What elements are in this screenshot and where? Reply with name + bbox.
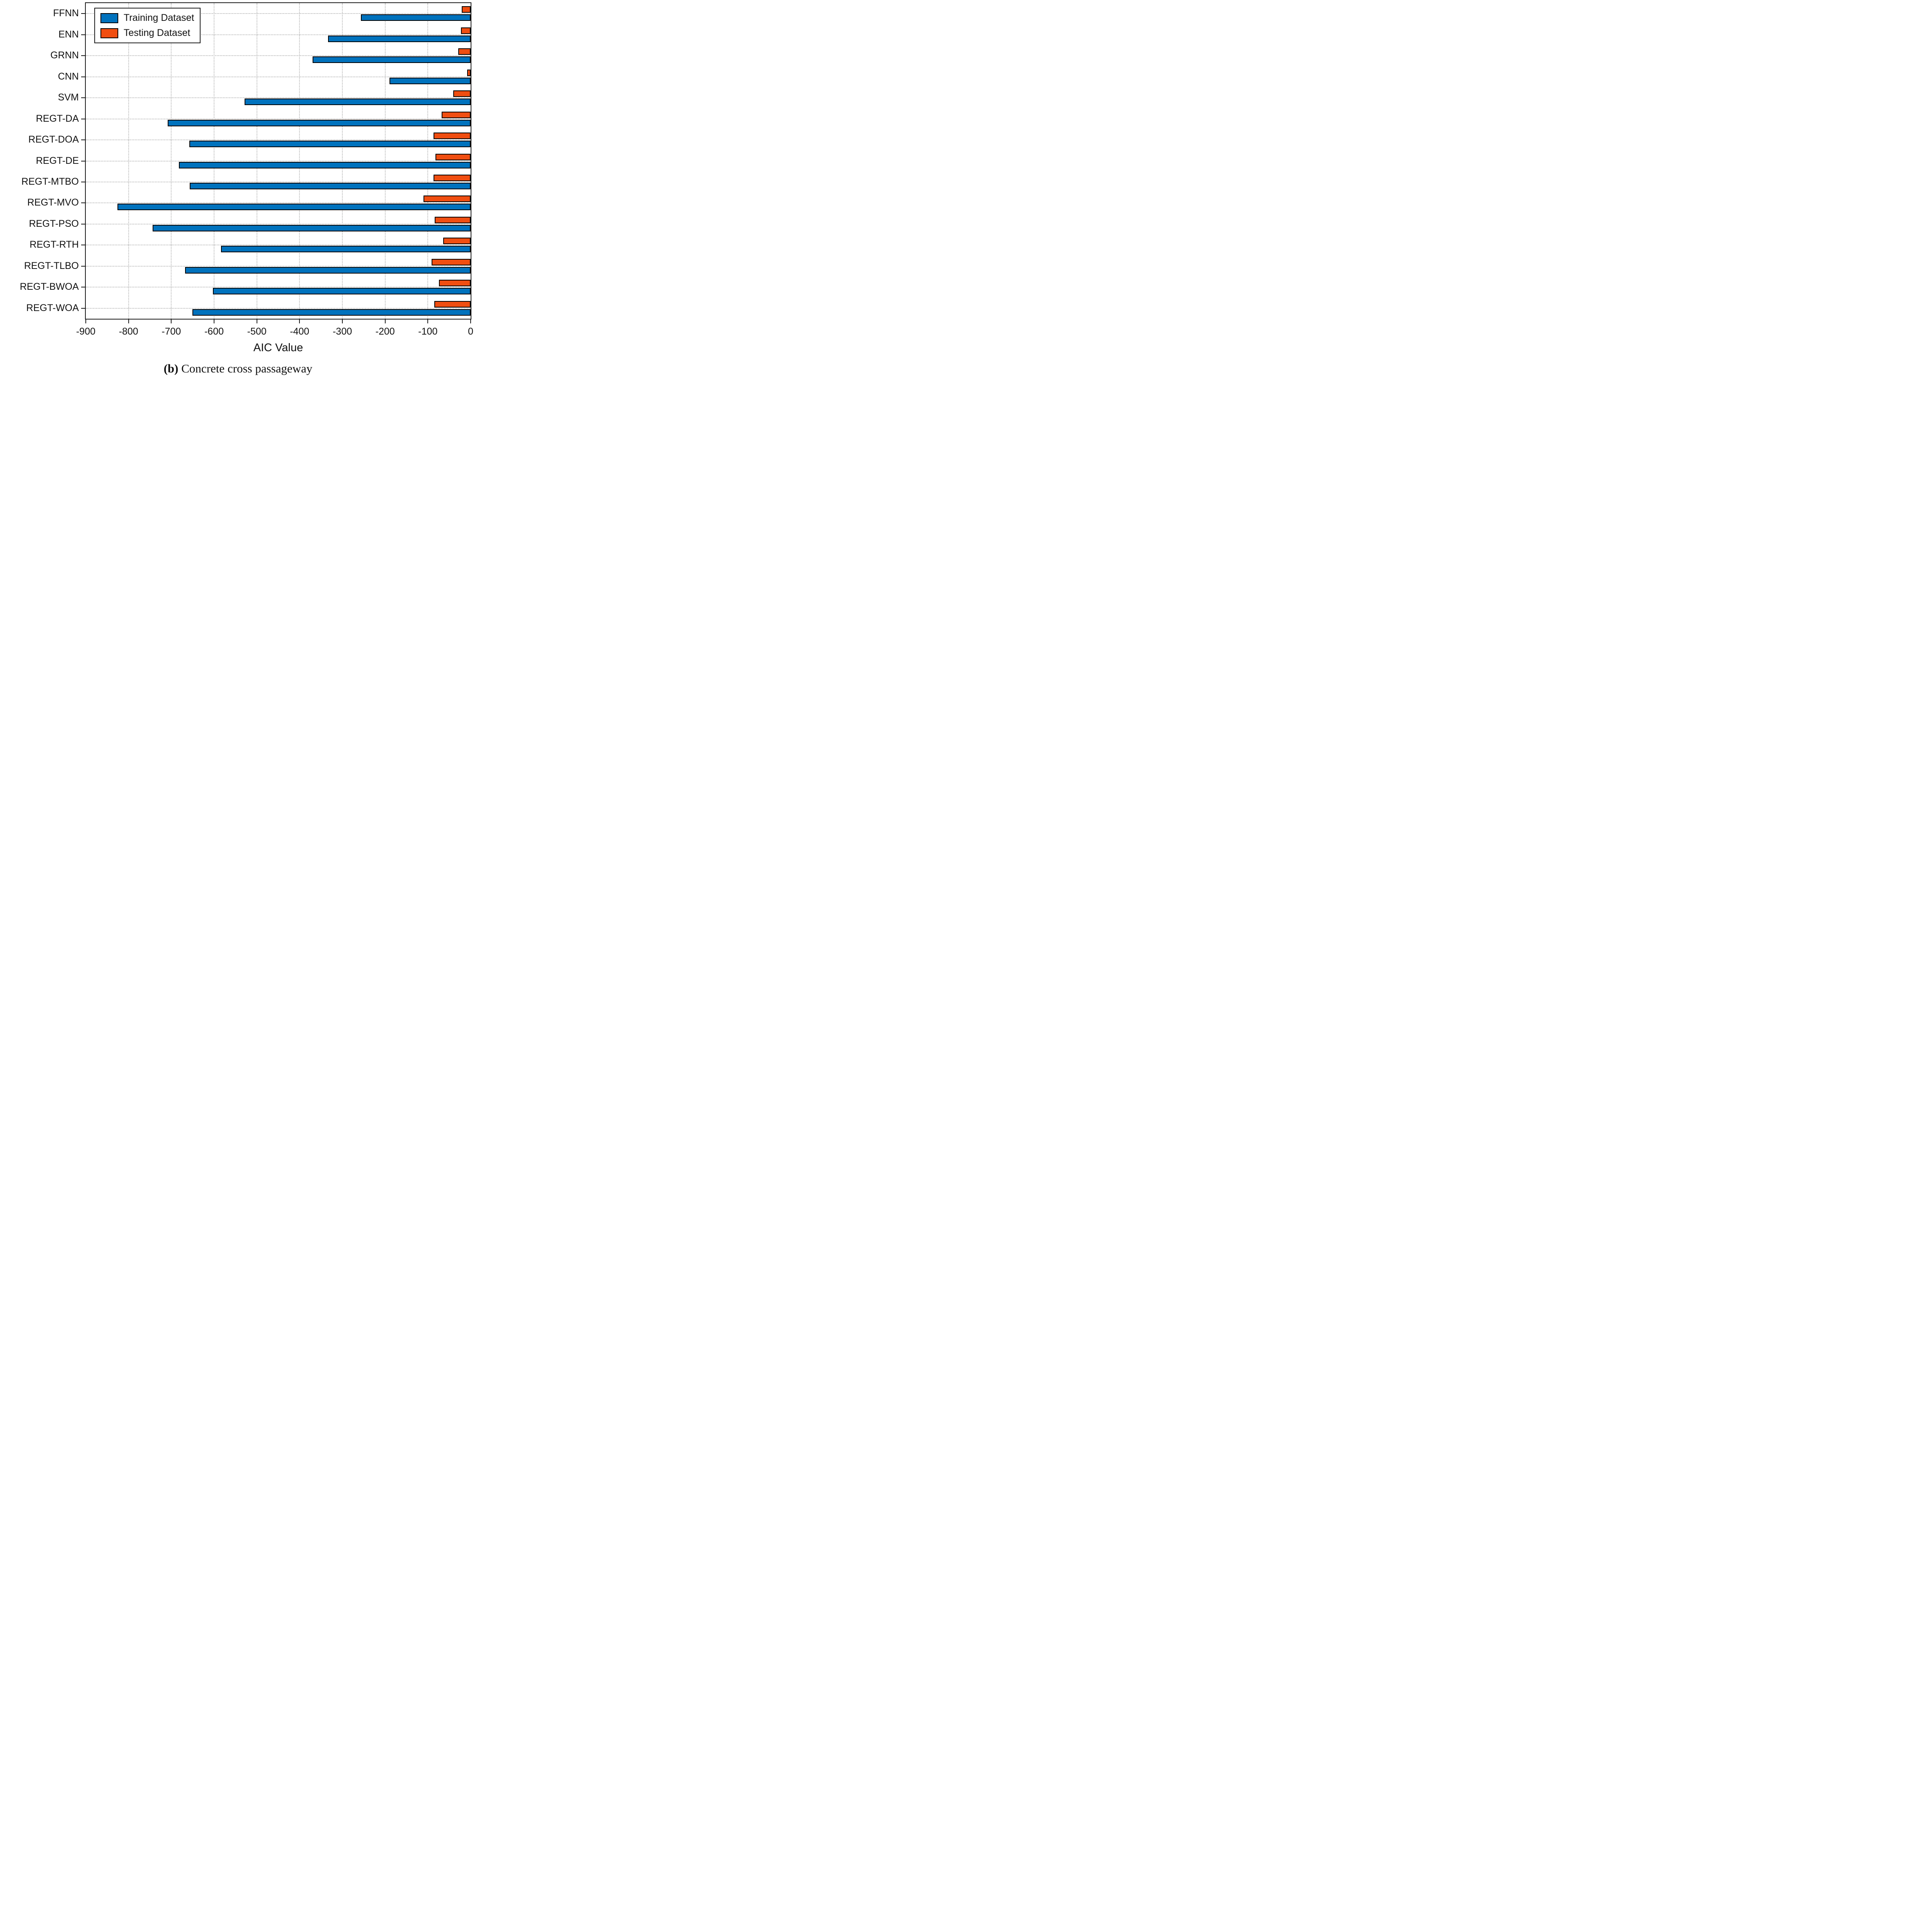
bar-testing-REGT-DE <box>435 153 471 160</box>
category-label-REGT-DA: REGT-DA <box>36 113 79 124</box>
bar-training-REGT-DA <box>168 119 471 126</box>
category-label-GRNN: GRNN <box>50 50 79 61</box>
bar-testing-REGT-DOA <box>433 133 471 139</box>
x-axis-tick-label: -600 <box>204 326 224 337</box>
bar-testing-FFNN <box>461 6 471 13</box>
plot-area-inner: Training Dataset Testing Dataset <box>86 3 471 319</box>
training-swatch-icon <box>100 13 118 23</box>
x-axis-tick-label: -500 <box>247 326 267 337</box>
bar-testing-REGT-MTBO <box>433 174 471 181</box>
figure-caption: (b) Concrete cross passageway <box>0 362 476 376</box>
bar-testing-REGT-BWOA <box>439 280 471 287</box>
x-axis-tick-label: -800 <box>119 326 138 337</box>
y-axis-tick <box>81 139 85 141</box>
x-axis-tick <box>342 320 343 323</box>
bar-training-GRNN <box>312 56 471 63</box>
x-axis-tick-label: -100 <box>418 326 438 337</box>
legend-label-training: Training Dataset <box>124 12 194 23</box>
bar-testing-REGT-RTH <box>443 238 471 245</box>
bar-testing-REGT-TLBO <box>432 258 471 265</box>
caption-text: Concrete cross passageway <box>178 362 313 375</box>
legend-label-testing: Testing Dataset <box>124 27 190 38</box>
bar-training-CNN <box>389 77 471 84</box>
category-label-REGT-DOA: REGT-DOA <box>28 134 79 145</box>
x-axis-tick <box>171 320 172 323</box>
bar-testing-CNN <box>467 69 471 76</box>
bar-training-REGT-PSO <box>152 224 471 231</box>
horizontal-gridline <box>86 13 471 14</box>
x-axis-tick <box>299 320 300 323</box>
category-label-REGT-MVO: REGT-MVO <box>27 197 79 208</box>
y-axis-tick <box>81 34 85 35</box>
x-axis-tick-label: -300 <box>332 326 352 337</box>
x-axis-tick-label: 0 <box>468 326 473 337</box>
bar-training-REGT-MVO <box>117 204 471 211</box>
plot-area: Training Dataset Testing Dataset <box>85 2 471 320</box>
category-label-REGT-MTBO: REGT-MTBO <box>21 176 79 187</box>
category-label-REGT-RTH: REGT-RTH <box>29 239 79 250</box>
caption-index: (b) <box>163 362 179 375</box>
bar-training-SVM <box>244 99 471 105</box>
horizontal-gridline <box>86 265 471 267</box>
category-label-SVM: SVM <box>58 92 79 103</box>
x-axis-tick-label: -200 <box>375 326 395 337</box>
x-axis-tick <box>470 320 471 323</box>
legend-row-testing: Testing Dataset <box>100 27 194 39</box>
category-label-CNN: CNN <box>58 71 79 82</box>
bar-testing-REGT-WOA <box>434 301 471 308</box>
x-axis-title: AIC Value <box>253 342 303 354</box>
y-axis-tick <box>81 202 85 204</box>
y-axis-tick <box>81 97 85 99</box>
category-label-ENN: ENN <box>58 29 79 40</box>
y-axis-tick <box>81 13 85 14</box>
bar-training-REGT-BWOA <box>213 288 471 295</box>
legend: Training Dataset Testing Dataset <box>94 8 201 43</box>
x-axis-tick <box>427 320 429 323</box>
x-axis-tick <box>128 320 129 323</box>
x-axis-tick-label: -900 <box>76 326 96 337</box>
x-axis-tick <box>85 320 86 323</box>
bar-training-REGT-WOA <box>192 309 471 316</box>
legend-row-training: Training Dataset <box>100 12 194 24</box>
bar-training-FFNN <box>361 14 471 21</box>
horizontal-gridline <box>86 55 471 56</box>
bar-testing-GRNN <box>458 48 471 55</box>
x-axis-tick-label: -700 <box>162 326 181 337</box>
bar-training-REGT-DE <box>179 162 471 168</box>
category-label-REGT-DE: REGT-DE <box>36 155 79 166</box>
horizontal-gridline <box>86 202 471 204</box>
category-label-FFNN: FFNN <box>53 8 79 19</box>
category-label-REGT-WOA: REGT-WOA <box>26 302 79 313</box>
y-axis-tick <box>81 265 85 267</box>
horizontal-gridline <box>86 308 471 309</box>
bar-testing-SVM <box>453 90 471 97</box>
testing-swatch-icon <box>100 28 118 38</box>
category-label-REGT-BWOA: REGT-BWOA <box>20 281 79 292</box>
category-label-REGT-PSO: REGT-PSO <box>29 218 79 229</box>
bar-testing-REGT-MVO <box>423 196 471 202</box>
bar-testing-REGT-PSO <box>435 216 471 223</box>
bar-testing-ENN <box>461 27 471 34</box>
bar-training-REGT-RTH <box>221 246 471 253</box>
bar-training-REGT-MTBO <box>189 182 471 189</box>
bar-training-ENN <box>328 35 471 42</box>
x-axis-tick-label: -400 <box>290 326 310 337</box>
bar-training-REGT-TLBO <box>185 267 471 274</box>
x-axis-tick <box>384 320 386 323</box>
horizontal-gridline <box>86 160 471 162</box>
bar-testing-REGT-DA <box>441 111 471 118</box>
horizontal-gridline <box>86 97 471 99</box>
horizontal-gridline <box>86 139 471 141</box>
horizontal-gridline <box>86 34 471 35</box>
y-axis-tick <box>81 308 85 309</box>
chart-figure: Training Dataset Testing Dataset AIC Val… <box>0 0 476 382</box>
category-label-REGT-TLBO: REGT-TLBO <box>24 260 79 271</box>
y-axis-tick <box>81 55 85 56</box>
bar-training-REGT-DOA <box>189 141 471 148</box>
y-axis-tick <box>81 160 85 162</box>
